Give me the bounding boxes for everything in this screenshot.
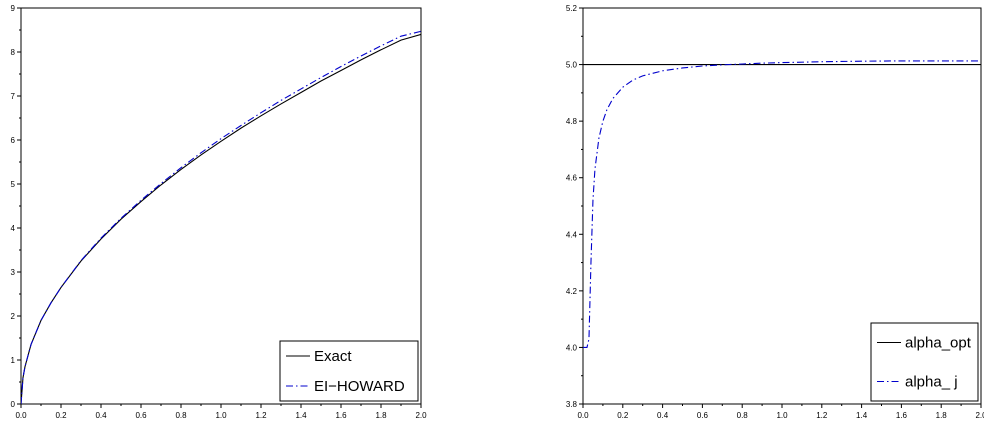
y-tick-label: 0 (11, 400, 16, 409)
x-tick-label: 1.0 (215, 411, 227, 420)
x-tick-label: 0.4 (657, 411, 669, 420)
legend: alpha_opt alpha_ j (870, 322, 979, 402)
x-tick-label: 1.4 (295, 411, 307, 420)
x-tick-label: 0.8 (737, 411, 749, 420)
y-tick-label: 4.8 (566, 117, 578, 126)
y-tick-label: 5 (11, 180, 16, 189)
y-tick-label: 5.0 (566, 61, 578, 70)
x-tick-label: 1.6 (896, 411, 908, 420)
y-tick-label: 8 (11, 48, 16, 57)
chart-1: 0.0 0.2 0.4 0.6 0.8 1.0 1.2 1.4 1.6 1.8 2.0 0 1 2 3 4 5 6… (11, 4, 428, 420)
y-tick-label: 9 (11, 4, 16, 13)
x-tick-label: 0.2 (55, 411, 67, 420)
x-tick-label: 1.2 (255, 411, 267, 420)
y-tick-label: 4.0 (566, 343, 578, 352)
x-tick-label: 0.0 (15, 411, 27, 420)
x-tick-label: 0.8 (175, 411, 187, 420)
x-tick-label: 2.0 (415, 411, 427, 420)
x-tick-label: 1.8 (936, 411, 948, 420)
legend-label: alpha_opt (905, 335, 972, 352)
x-tick-label: 1.0 (776, 411, 788, 420)
y-tick-label: 4.2 (566, 287, 578, 296)
y-tick-label: 3 (11, 268, 16, 277)
x-tick-label: 0.6 (697, 411, 709, 420)
y-tick-label: 3.8 (566, 400, 578, 409)
x-tick-label: 1.4 (856, 411, 868, 420)
x-tick-label: 0.2 (617, 411, 629, 420)
legend-label: EI−HOWARD (314, 378, 405, 395)
series-line-exact (21, 33, 421, 404)
chart-2: 0.0 0.2 0.4 0.6 0.8 1.0 1.2 1.4 1.6 1.8 2.0 3.8 4.0 4… (566, 4, 984, 420)
x-tick-label: 0.6 (135, 411, 147, 420)
x-tick-label: 2.0 (975, 411, 984, 420)
y-tick-label: 4 (11, 224, 16, 233)
y-tick-label: 4.4 (566, 230, 578, 239)
x-tick-label: 0.4 (95, 411, 107, 420)
series-line-ei-howard (21, 30, 421, 404)
legend-label: Exact (314, 348, 352, 365)
y-tick-label: 7 (11, 92, 16, 101)
x-tick-label: 1.6 (335, 411, 347, 420)
y-tick-label: 4.6 (566, 174, 578, 183)
y-tick-label: 2 (11, 312, 16, 321)
y-tick-label: 6 (11, 136, 16, 145)
legend-box (279, 340, 419, 402)
y-tick-label: 1 (11, 356, 16, 365)
legend-label: alpha_ j (905, 374, 958, 391)
x-tick-label: 0.0 (577, 411, 589, 420)
y-tick-label: 5.2 (566, 4, 578, 13)
legend-box (870, 322, 979, 402)
x-tick-label: 1.8 (375, 411, 387, 420)
legend: Exact EI−HOWARD (279, 340, 419, 402)
series-line-alpha-j (583, 60, 981, 348)
x-tick-label: 1.2 (816, 411, 828, 420)
